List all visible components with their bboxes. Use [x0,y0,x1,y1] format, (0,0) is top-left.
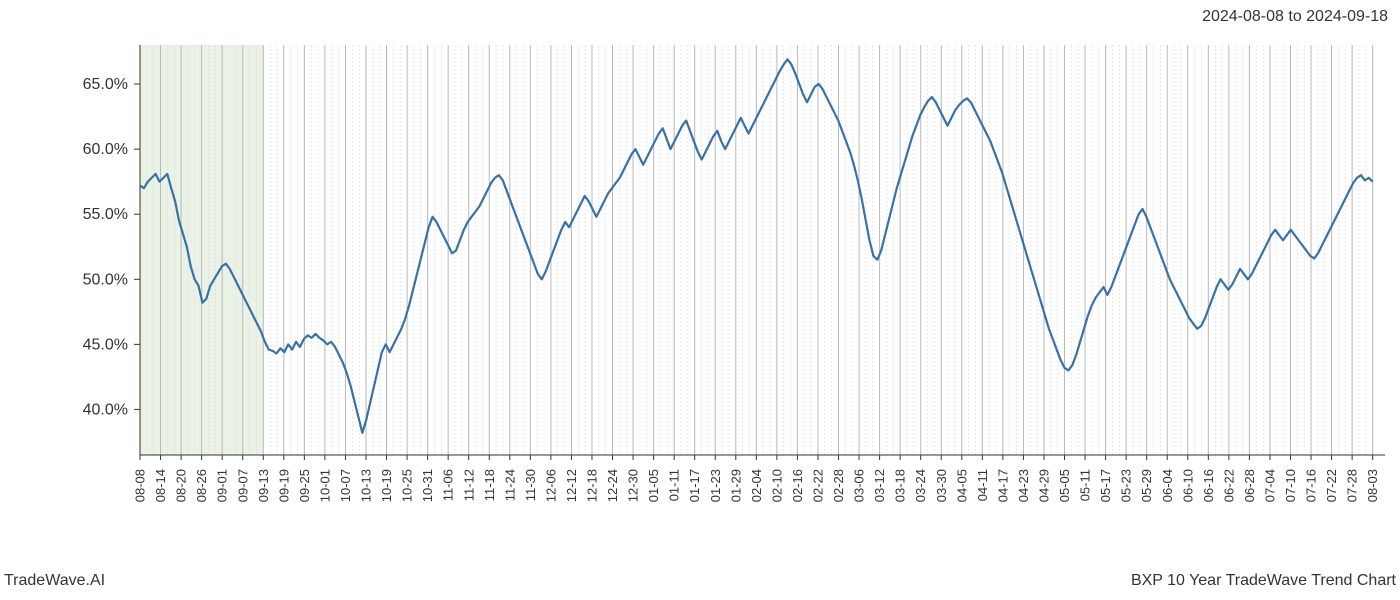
x-tick-label: 10-19 [379,469,394,502]
x-tick-label: 06-04 [1160,469,1175,502]
chart-title: BXP 10 Year TradeWave Trend Chart [1131,572,1396,590]
x-tick-label: 02-10 [769,469,784,502]
x-tick-label: 09-07 [235,469,250,502]
x-tick-label: 09-13 [256,469,271,502]
x-tick-label: 09-19 [276,469,291,502]
x-tick-label: 12-06 [543,469,558,502]
x-tick-label: 03-18 [893,469,908,502]
x-tick-label: 08-03 [1365,469,1380,502]
x-tick-label: 07-04 [1263,469,1278,502]
x-tick-label: 12-24 [605,469,620,502]
x-tick-label: 06-10 [1180,469,1195,502]
x-tick-label: 04-11 [975,469,990,501]
x-tick-label: 05-11 [1078,469,1093,501]
trend-chart: 40.0% 45.0% 50.0% 55.0% 60.0% 65.0% 08-08 08-14… [0,45,1400,555]
y-tick-label: 40.0% [83,401,128,418]
x-tick-label: 05-29 [1139,469,1154,502]
x-tick-label: 01-29 [728,469,743,502]
x-tick-label: 12-18 [585,469,600,502]
x-tick-label: 06-28 [1242,469,1257,502]
chart-container: 40.0% 45.0% 50.0% 55.0% 60.0% 65.0% 08-08 08-14… [0,45,1400,555]
y-tick-label: 65.0% [83,76,128,93]
x-tick-label: 12-30 [626,469,641,502]
x-tick-label: 10-25 [400,469,415,502]
x-tick-label: 06-16 [1201,469,1216,502]
x-tick-label: 04-29 [1037,469,1052,502]
x-tick-label: 10-01 [317,469,332,502]
x-tick-label: 09-25 [297,469,312,502]
x-tick-label: 05-05 [1057,469,1072,502]
x-tick-label: 07-22 [1324,469,1339,502]
x-tick-label: 11-06 [441,469,456,501]
x-tick-label: 04-17 [995,469,1010,502]
x-tick-label: 01-23 [708,469,723,502]
x-tick-label: 02-28 [831,469,846,502]
x-tick-label: 08-08 [133,469,148,502]
x-tick-label: 09-01 [215,469,230,502]
x-tick-label: 07-28 [1345,469,1360,502]
x-tick-label: 07-16 [1304,469,1319,502]
x-tick-label: 03-12 [872,469,887,502]
x-tick-label: 01-11 [667,469,682,501]
x-tick-label: 11-12 [461,469,476,501]
x-tick-label: 02-22 [811,469,826,502]
x-tick-label: 03-30 [934,469,949,502]
x-tick-label: 08-26 [194,469,209,502]
y-tick-label: 55.0% [83,206,128,223]
x-tick-label: 11-18 [482,469,497,501]
x-tick-label: 04-05 [954,469,969,502]
x-tick-label: 07-10 [1283,469,1298,502]
x-tick-label: 04-23 [1016,469,1031,502]
brand-label: TradeWave.AI [4,572,105,590]
y-tick-label: 50.0% [83,271,128,288]
x-tick-label: 12-12 [564,469,579,502]
date-range-label: 2024-08-08 to 2024-09-18 [1202,8,1388,26]
x-tick-label: 03-24 [913,469,928,502]
x-tick-label: 10-31 [420,469,435,502]
x-tick-label: 10-13 [359,469,374,502]
x-tick-label: 01-05 [646,469,661,502]
x-tick-label: 02-04 [749,469,764,502]
x-tick-label: 01-17 [687,469,702,502]
x-tick-label: 11-30 [523,469,538,501]
x-tick-label: 05-17 [1098,469,1113,502]
x-tick-label: 02-16 [790,469,805,502]
y-tick-label: 60.0% [83,141,128,158]
x-tick-label: 10-07 [338,469,353,502]
x-tick-label: 11-24 [502,469,517,501]
x-tick-label: 08-14 [153,469,168,502]
x-tick-label: 05-23 [1119,469,1134,502]
x-tick-label: 06-22 [1221,469,1236,502]
x-tick-label: 03-06 [852,469,867,502]
x-tick-label: 08-20 [174,469,189,502]
y-tick-label: 45.0% [83,336,128,353]
